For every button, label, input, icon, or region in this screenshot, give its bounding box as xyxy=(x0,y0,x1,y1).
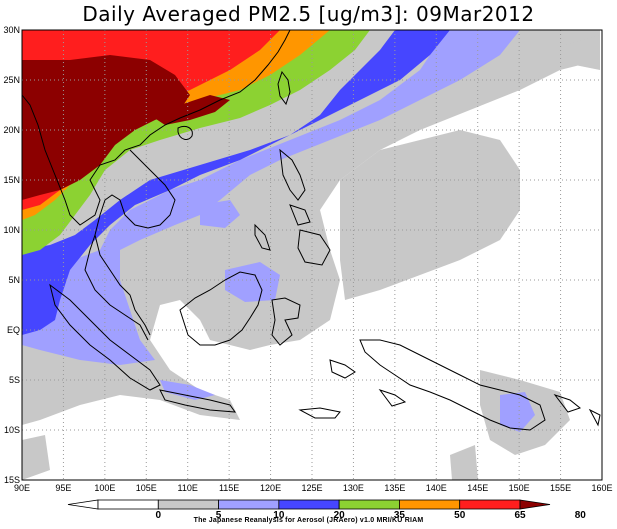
latitude-label: 20N xyxy=(3,125,20,135)
longitude-label: 145E xyxy=(467,483,488,493)
pm25-field-dark-red xyxy=(22,55,190,200)
colorbar-label: 5 xyxy=(216,510,222,521)
map-title: Daily Averaged PM2.5 [ug/m3]: 09Mar2012 xyxy=(82,2,535,26)
colorbar-segment xyxy=(459,499,521,510)
colorbar-lower-extend xyxy=(67,499,99,510)
longitude-label: 120E xyxy=(260,483,281,493)
longitude-label: 115E xyxy=(219,483,239,493)
longitude-label: 100E xyxy=(94,483,115,493)
coastline-mainland-asia xyxy=(22,30,291,226)
coastlines xyxy=(22,30,601,431)
colorbar-segment xyxy=(97,499,159,510)
longitude-label: 160E xyxy=(591,483,612,493)
colorbar-segment xyxy=(218,499,280,510)
colorbar: 0 5 10 20 35 50 65 80 xyxy=(67,499,587,521)
coastline-new-guinea xyxy=(359,339,546,431)
coastline-sulawesi xyxy=(271,297,301,346)
map-frame xyxy=(21,29,603,481)
colorbar-label: 10 xyxy=(273,510,285,521)
latitude-label: 15N xyxy=(3,175,20,185)
colorbar-upper-extend xyxy=(519,499,551,510)
pm25-field-light-blue-islands xyxy=(200,200,280,302)
colorbar-segment xyxy=(338,499,400,510)
longitude-label: 140E xyxy=(426,483,447,493)
latitude-label: 5S xyxy=(9,375,20,385)
pm25-field-gray-pacific-blob xyxy=(565,35,600,70)
colorbar-segment xyxy=(157,499,219,510)
coastline-philippines-mindanao xyxy=(297,229,331,266)
colorbar-label: 20 xyxy=(334,510,346,521)
pm25-field-blue xyxy=(22,30,450,335)
longitude-label: 125E xyxy=(301,483,322,493)
pm25-field-dark-red-band xyxy=(150,95,230,125)
longitude-label: 110E xyxy=(178,483,198,493)
colorbar-label: 50 xyxy=(454,510,466,521)
colorbar-segment xyxy=(399,499,461,510)
latitude-label: EQ xyxy=(7,325,20,335)
longitude-label: 95E xyxy=(55,483,71,493)
latitude-label: 10N xyxy=(3,225,20,235)
colorbar-label: 0 xyxy=(156,510,162,521)
map-gridlines xyxy=(22,30,602,480)
pm25-field-light-blue-png xyxy=(500,392,535,432)
longitude-label: 150E xyxy=(509,483,530,493)
coastline-taiwan xyxy=(277,70,291,106)
longitude-label: 105E xyxy=(136,483,157,493)
coastline-east-islands xyxy=(329,359,601,427)
coastline-indochina xyxy=(94,149,176,336)
pm25-field-gray-sw-blob xyxy=(22,435,50,480)
latitude-label: 5N xyxy=(8,275,20,285)
coastline-palawan xyxy=(254,223,271,251)
latitude-label: 30N xyxy=(3,25,20,35)
longitude-label: 90E xyxy=(14,483,30,493)
coastline-sumatra xyxy=(49,283,161,391)
colorbar-label: 35 xyxy=(394,510,406,521)
colorbar-segment xyxy=(278,499,340,510)
longitude-label: 135E xyxy=(384,483,405,493)
coastline-philippines-visayas xyxy=(289,204,311,226)
coastline-malay-peninsula xyxy=(84,234,149,341)
latitude-label: 25N xyxy=(3,75,20,85)
pm25-field-gray-south-blob xyxy=(450,445,478,480)
credit-line: The Japanese Reanalysis for Aerosol (JRA… xyxy=(193,517,424,524)
longitude-label: 155E xyxy=(550,483,571,493)
colorbar-label: 80 xyxy=(575,510,587,521)
latitude-label: 15S xyxy=(4,475,20,485)
coastline-hainan xyxy=(177,125,193,140)
latitude-label: 10S xyxy=(4,425,20,435)
coastline-timor xyxy=(298,407,341,419)
coastline-borneo xyxy=(179,271,263,346)
pm25-field-gray-east-blob xyxy=(370,118,395,138)
pm25-field-gray-ne xyxy=(340,130,520,300)
colorbar-label: 65 xyxy=(514,510,526,521)
latitude-labels: 30N 25N 20N 15N 10N 5N EQ 5S 10S 15S xyxy=(3,25,20,485)
longitude-labels: 90E 95E 100E 105E 110E 115E 120E 125E 130E 135E 14… xyxy=(14,483,613,493)
longitude-label: 130E xyxy=(343,483,364,493)
coastline-philippines-luzon xyxy=(279,148,306,201)
coastline-java xyxy=(159,389,237,413)
pm25-field-light-blue xyxy=(22,30,520,365)
